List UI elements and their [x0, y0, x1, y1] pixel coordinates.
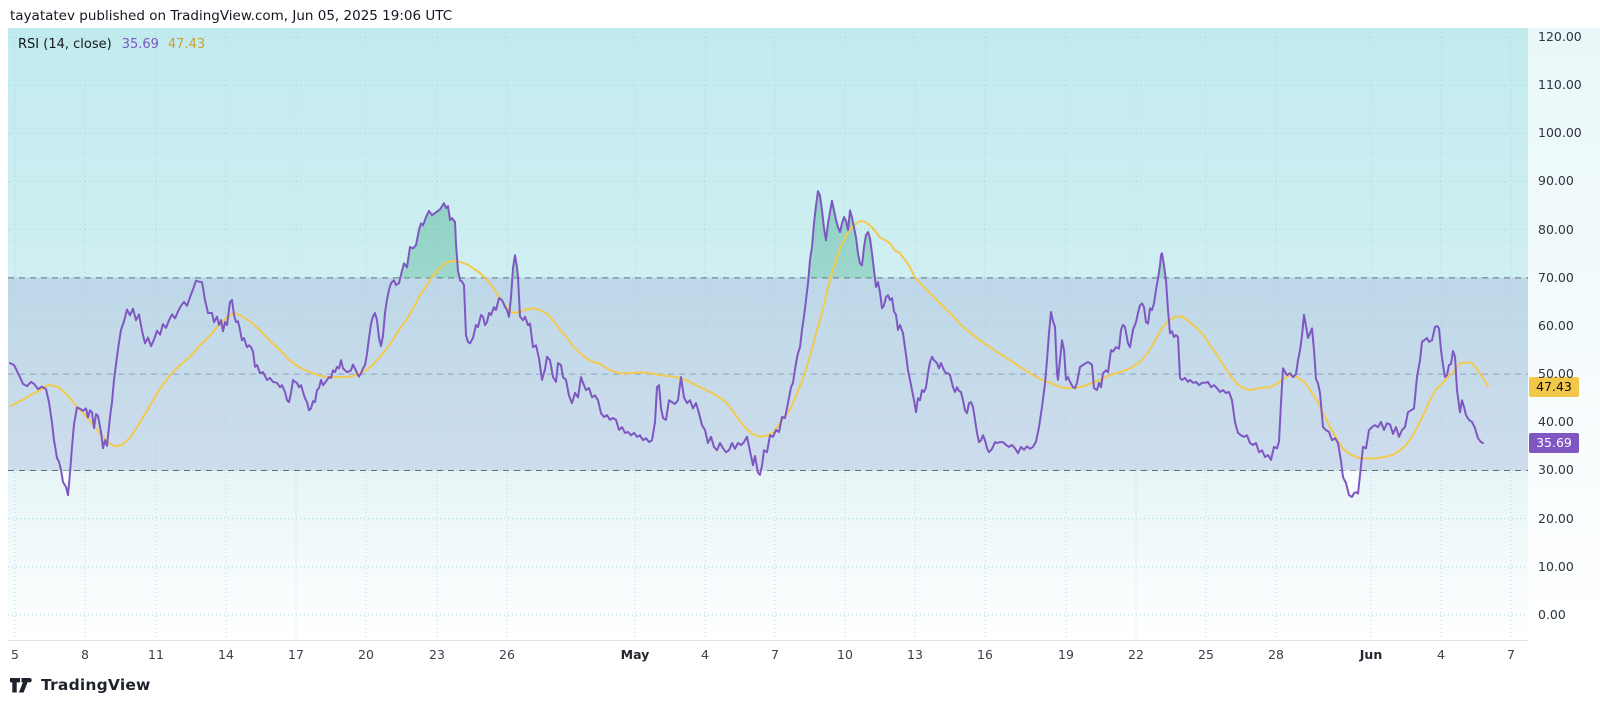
time-axis-label-7: 7 [771, 647, 779, 662]
price-axis-label-30: 30.00 [1538, 462, 1574, 478]
time-axis-label-11: 11 [148, 647, 164, 662]
price-axis-label-0: 0.00 [1538, 607, 1566, 622]
time-axis-label-7: 7 [1507, 647, 1515, 662]
time-axis-label-28: 28 [1268, 647, 1284, 662]
price-axis-label-110: 110.00 [1538, 77, 1582, 93]
legend-ma-value: 47.43 [167, 37, 206, 52]
price-axis-label-90: 90.00 [1538, 173, 1574, 189]
time-axis-label-17: 17 [288, 647, 304, 662]
rsi-ma-line[interactable] [9, 220, 1489, 460]
time-axis-label-10: 10 [837, 647, 853, 662]
time-axis-label-26: 26 [499, 647, 515, 662]
ma-price-badge: 47.43 [1529, 376, 1579, 397]
price-axis-label-80: 80.00 [1538, 221, 1574, 237]
indicator-legend: RSI (14, close) 35.69 47.43 [18, 37, 205, 52]
time-axis-label-14: 14 [218, 647, 234, 662]
time-axis-label-25: 25 [1198, 647, 1214, 662]
rsi-price-badge: 35.69 [1529, 433, 1579, 454]
time-axis[interactable]: 5 8 11 14 17 20 23 26 May 4 7 10 13 16 19 22 25 28 Jun 4 7 [8, 641, 1600, 669]
time-axis-label-May: May [620, 647, 650, 662]
price-axis-label-100: 100.00 [1538, 125, 1582, 141]
time-axis-label-22: 22 [1128, 647, 1144, 662]
time-axis-label-19: 19 [1058, 647, 1074, 662]
price-axis-label-20: 20.00 [1538, 510, 1574, 526]
time-axis-label-23: 23 [429, 647, 445, 662]
rsi-pane[interactable]: RSI (14, close) 35.69 47.43 [8, 28, 1528, 641]
time-axis-label-4: 4 [1437, 647, 1445, 662]
legend-rsi-value: 35.69 [121, 37, 159, 52]
rsi-line[interactable] [9, 190, 1484, 498]
time-axis-label-Jun: Jun [1359, 647, 1383, 662]
time-axis-label-5: 5 [11, 647, 19, 662]
price-axis-label-40: 40.00 [1538, 414, 1574, 430]
time-axis-label-16: 16 [977, 647, 993, 662]
time-axis-label-4: 4 [701, 647, 709, 662]
time-axis-label-8: 8 [81, 647, 89, 662]
attribution-text: tayatatev published on TradingView.com, … [10, 8, 453, 24]
price-axis-label-10: 10.00 [1538, 558, 1574, 574]
time-axis-label-13: 13 [907, 647, 923, 662]
tradingview-logo-icon [10, 677, 32, 692]
tradingview-logo[interactable]: TradingView [10, 676, 151, 694]
price-axis-label-50: 50.00 [1538, 366, 1574, 382]
time-axis-label-20: 20 [358, 647, 374, 662]
price-axis-label-60: 60.00 [1538, 317, 1574, 333]
tradingview-logo-text: TradingView [41, 676, 151, 694]
price-axis[interactable]: 47.43 35.69 120.00 110.00 100.00 90.00 80.00… [1528, 28, 1600, 640]
indicator-title[interactable]: RSI (14, close) [18, 37, 112, 52]
price-axis-label-70: 70.00 [1538, 269, 1574, 285]
price-axis-label-120: 120.00 [1538, 28, 1582, 44]
rsi-chart-canvas[interactable] [8, 28, 1528, 640]
